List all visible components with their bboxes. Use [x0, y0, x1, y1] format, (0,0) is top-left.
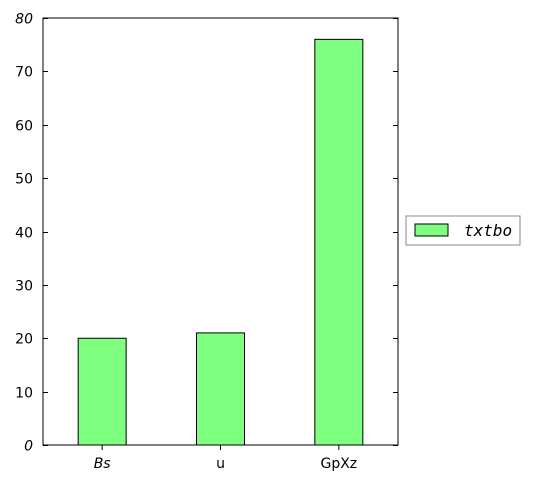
- bar-Bs: [77, 337, 127, 446]
- y-axis: 0 10 20 30 40 50 60 70 80: [15, 12, 398, 455]
- bar-u: [196, 332, 245, 446]
- x-tick-label: Bs: [94, 456, 111, 472]
- y-tick-label: 20: [15, 332, 33, 348]
- legend: txtbo: [405, 215, 521, 246]
- y-tick-label: 10: [15, 386, 33, 402]
- y-tick-label: 40: [15, 226, 33, 242]
- y-tick-label: 60: [15, 119, 33, 135]
- x-tick-label: u: [216, 456, 225, 472]
- y-tick-label: 50: [15, 172, 33, 188]
- bar-series: [77, 38, 364, 446]
- y-tick-label: 80: [15, 12, 33, 28]
- legend-swatch: [414, 223, 449, 237]
- x-axis: Bs u GpXz: [94, 445, 357, 472]
- y-tick-label: 30: [15, 279, 33, 295]
- bar-GpXz: [314, 38, 364, 446]
- legend-label: txtbo: [464, 221, 512, 240]
- y-tick-label: 70: [15, 65, 33, 81]
- y-tick-label: 0: [24, 439, 33, 455]
- x-tick-label: GpXz: [320, 456, 357, 472]
